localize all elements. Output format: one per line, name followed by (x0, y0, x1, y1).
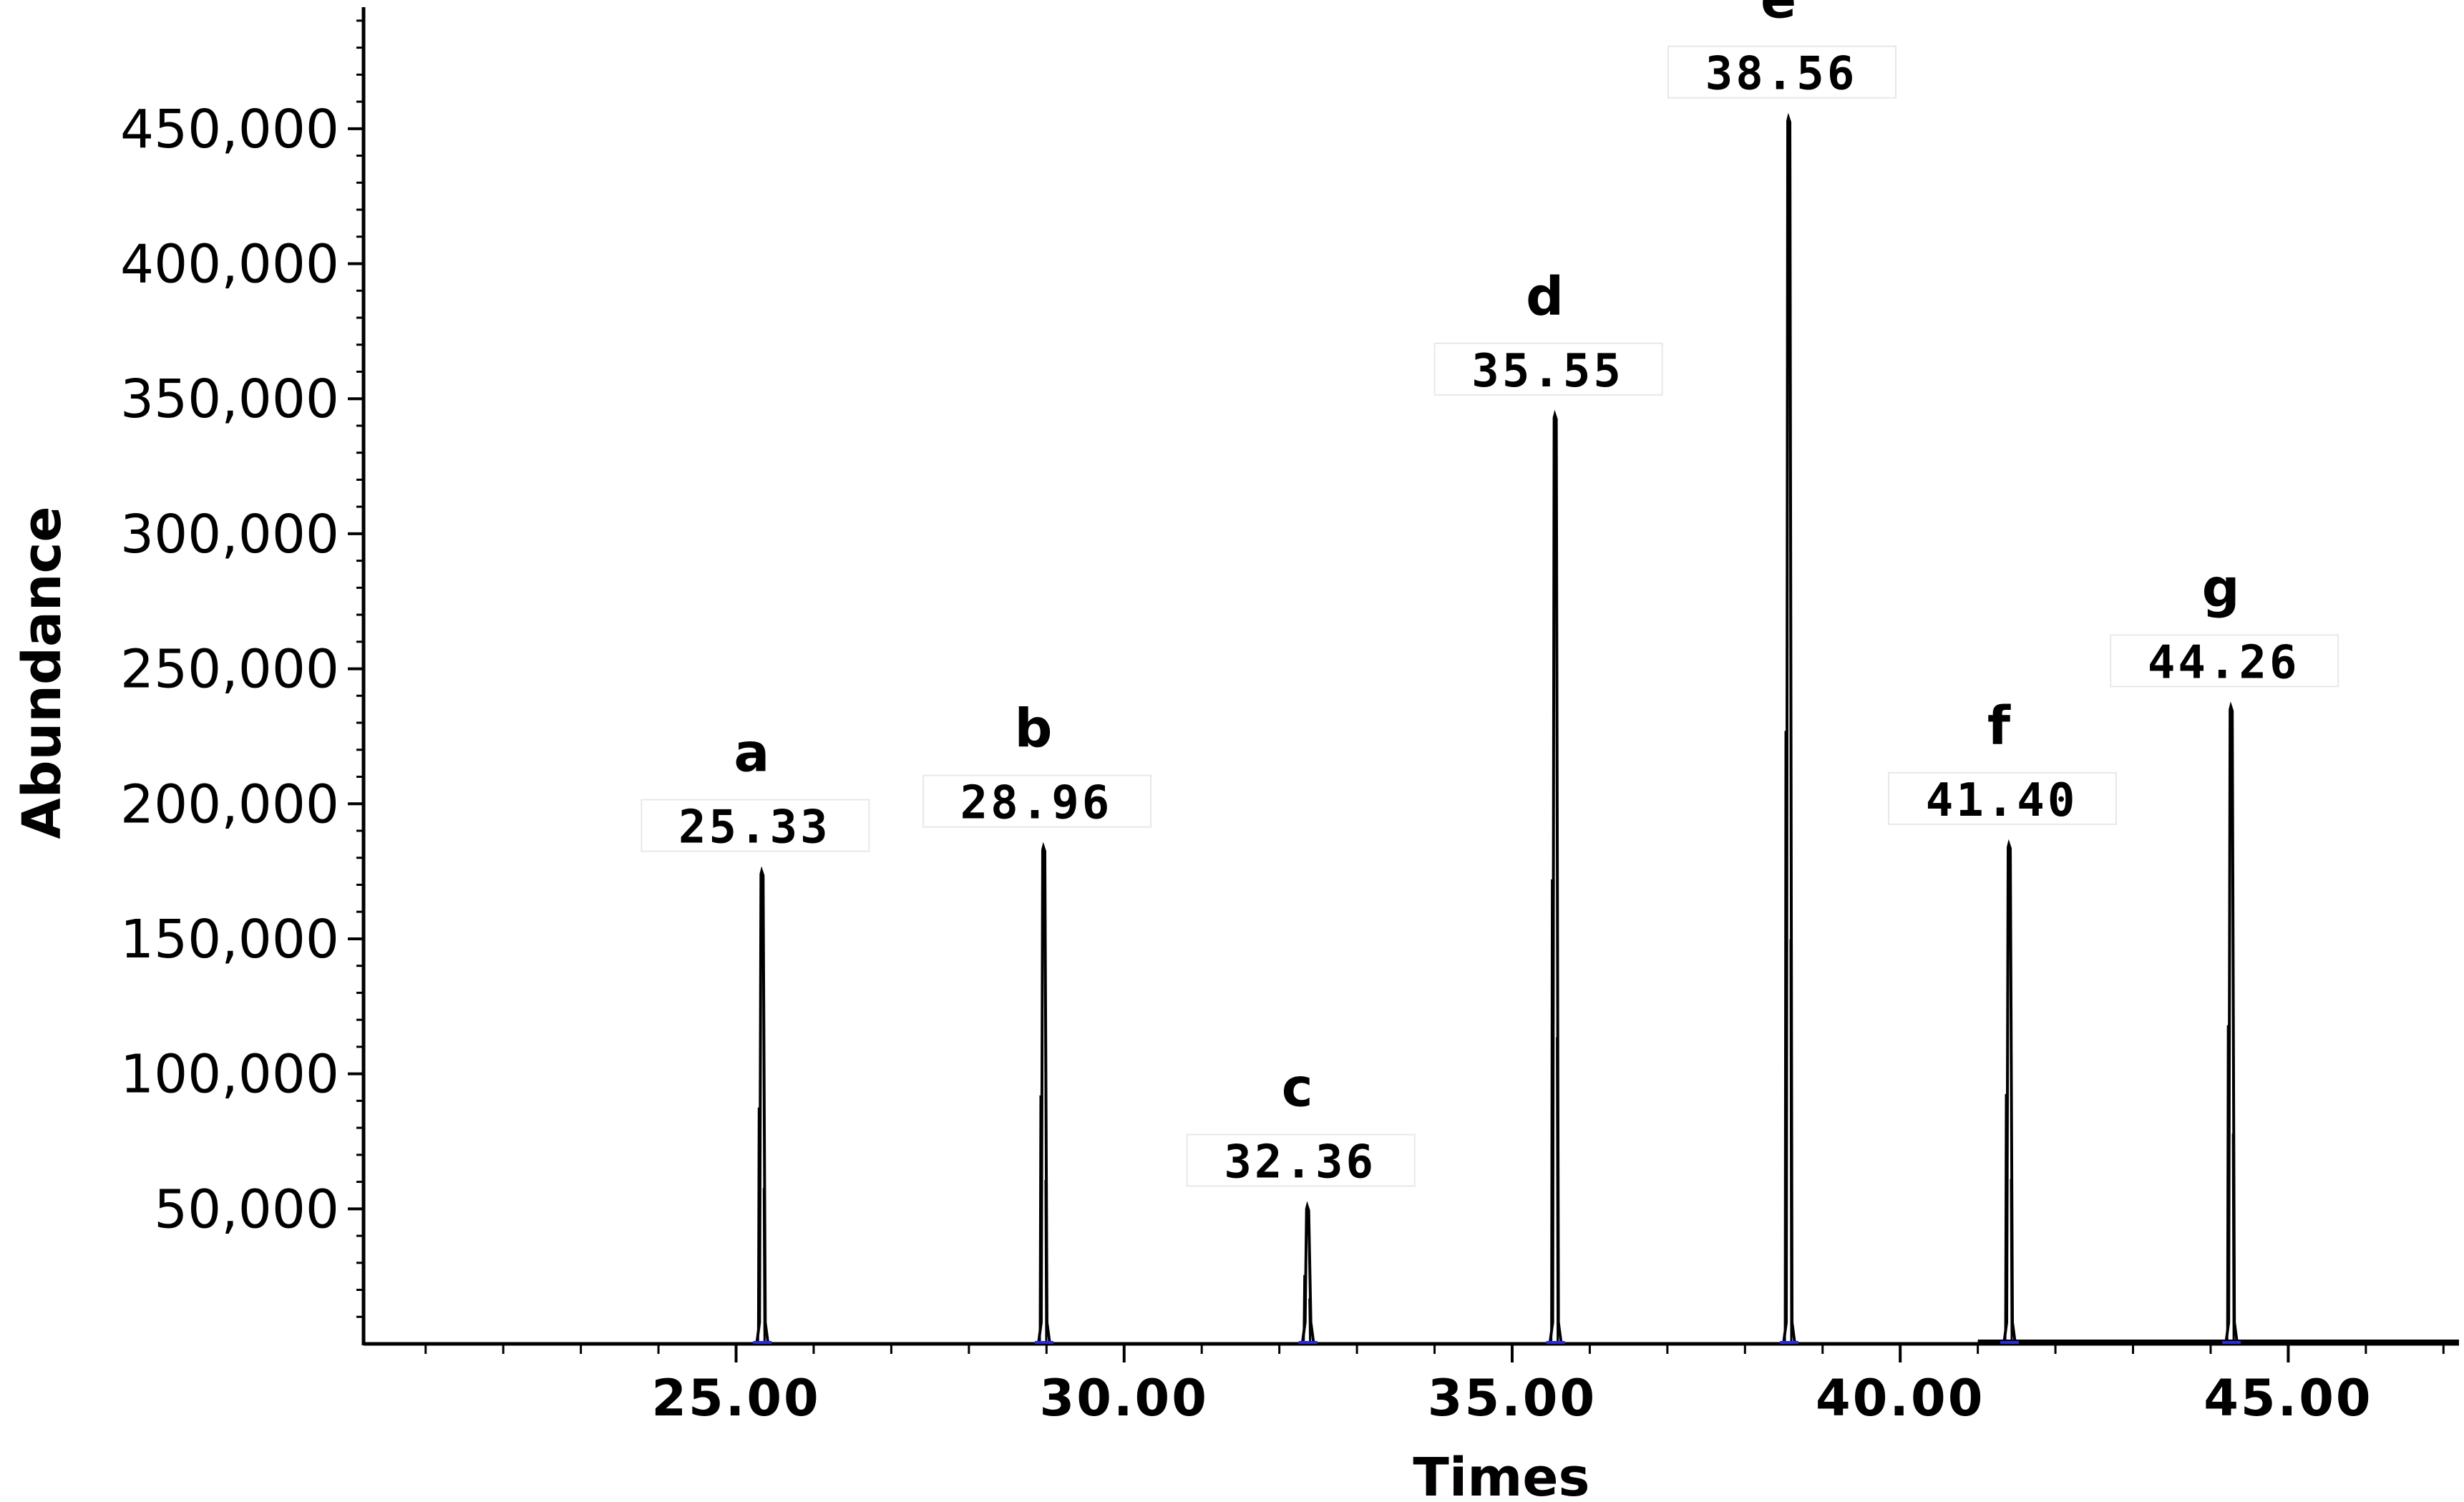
peak-e-letter: e (1761, 0, 1796, 31)
x-tick-label: 35.00 (1428, 1369, 1597, 1428)
y-tick-label: 100,000 (120, 1044, 339, 1106)
peak-e-rt-label: 38.56 (1705, 48, 1858, 101)
peak-b-label-box (922, 774, 1151, 828)
peak-f-shoulder (2004, 1093, 2013, 1345)
y-axis-title: Abundance (11, 506, 73, 839)
y-axis: 50,000 100,000 150,000 200,000 250,000 300,00… (120, 7, 366, 1345)
peak-e-shoulder (1783, 731, 1793, 1345)
y-tick-label: 450,000 (120, 99, 339, 160)
peak-f-rt-label: 41.40 (1926, 774, 2078, 827)
peak-d-label-box (1433, 342, 1663, 396)
peak-a-label-box (641, 799, 870, 852)
peak-a-rt-label: 25.33 (678, 801, 831, 854)
peak-g-shoulder (2226, 1025, 2235, 1345)
peak-b-shoulder (1038, 1095, 1048, 1345)
peak-annotations: 25.33 a 28.96 b 32.36 c 35.55 d 38.56 e 41.40 f 44.2… (641, 0, 2339, 1189)
peak-f-label-box (1888, 771, 2118, 825)
chromatogram-trace (366, 112, 2459, 1345)
peak-e-label-box (1667, 45, 1897, 99)
x-tick-label: 25.00 (651, 1369, 820, 1428)
peak-g-letter: g (2202, 557, 2240, 619)
y-tick-label: 350,000 (120, 369, 339, 430)
x-tick-label: 30.00 (1040, 1369, 1209, 1428)
peak-c-rt-label: 32.36 (1224, 1136, 1376, 1189)
peak-a-letter: a (734, 723, 769, 784)
y-tick-label: 400,000 (120, 234, 339, 296)
peak-a-shoulder (756, 1107, 766, 1345)
y-tick-label: 150,000 (120, 909, 339, 970)
peak-c-label-box (1186, 1133, 1416, 1187)
x-tick-label: 40.00 (1816, 1369, 1985, 1428)
peak-c-letter: c (1282, 1058, 1313, 1119)
peak-b-rt-label: 28.96 (960, 777, 1113, 830)
y-tick-label: 50,000 (154, 1179, 339, 1240)
x-axis-title: Times (1413, 1447, 1589, 1502)
peak-d-letter: d (1526, 266, 1564, 328)
peak-g-label-box (2110, 634, 2339, 688)
y-tick-label: 300,000 (120, 504, 339, 565)
peak-c-shoulder (1302, 1274, 1312, 1345)
peak-f-letter: f (1987, 696, 2011, 757)
x-axis: 25.00 30.00 35.00 40.00 45.00 (364, 1342, 2459, 1428)
peak-g-rt-label: 44.26 (2148, 636, 2300, 689)
peak-b-letter: b (1014, 698, 1052, 760)
peak-d-shoulder (1550, 879, 1559, 1345)
peak-d-rt-label: 35.55 (1471, 345, 1624, 398)
x-tick-label: 45.00 (2204, 1369, 2372, 1428)
y-tick-label: 200,000 (120, 774, 339, 835)
y-tick-label: 250,000 (120, 639, 339, 701)
